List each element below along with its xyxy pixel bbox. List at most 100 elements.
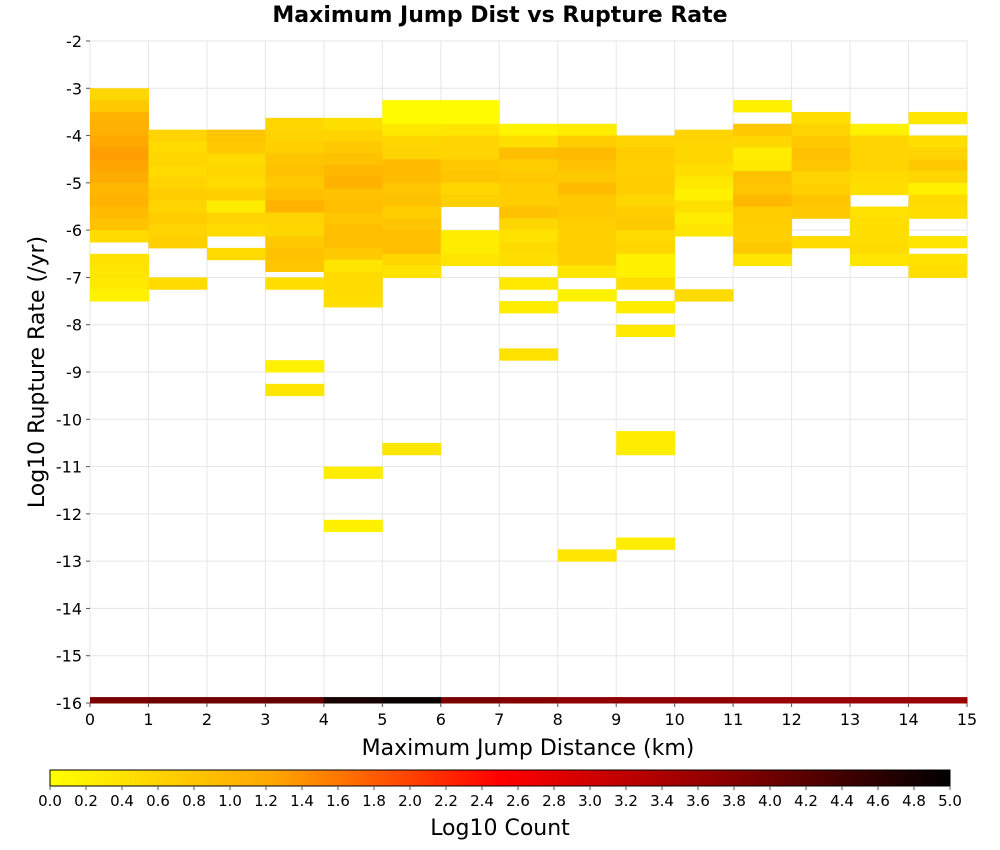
heatmap-cell (440, 111, 500, 125)
colorbar-tick-label: 3.6 (686, 792, 710, 810)
heatmap-cell (557, 171, 617, 184)
heatmap-cell (557, 218, 617, 231)
heatmap-cell (908, 206, 968, 219)
heatmap-cell (323, 271, 383, 284)
heatmap-cell (323, 200, 383, 213)
colorbar-tick-label: 1.2 (254, 792, 278, 810)
heatmap-cell (616, 194, 676, 207)
y-tick-label: -14 (56, 599, 82, 618)
heatmap-cell (206, 697, 266, 704)
heatmap-cell (908, 111, 968, 125)
heatmap-cell (850, 253, 910, 267)
heatmap-cell (733, 123, 793, 137)
colorbar (49, 769, 951, 787)
heatmap-cell (908, 253, 968, 267)
heatmap-cell (733, 135, 793, 148)
heatmap-cell (382, 182, 442, 196)
heatmap-cell (382, 697, 442, 704)
heatmap-cell (148, 141, 208, 154)
heatmap-cells (90, 88, 968, 704)
heatmap-cell (733, 159, 793, 172)
heatmap-cell (323, 188, 383, 202)
y-tick-label: -8 (66, 316, 82, 335)
x-tick-label: 4 (319, 710, 329, 729)
heatmap-cell (90, 230, 149, 243)
colorbar-tick-label: 2.6 (506, 792, 530, 810)
colorbar-tick-label: 4.2 (794, 792, 818, 810)
heatmap-cell (148, 236, 208, 249)
colorbar-tick-label: 0.4 (110, 792, 134, 810)
heatmap-cell (616, 159, 676, 172)
heatmap-cell (382, 230, 442, 243)
colorbar-tick-label: 2.8 (542, 792, 566, 810)
x-tick-label: 1 (143, 710, 153, 729)
heatmap-cell (674, 212, 734, 225)
heatmap-cell (850, 230, 910, 243)
x-tick-label: 7 (494, 710, 504, 729)
heatmap-cell (908, 135, 968, 148)
heatmap-cell (674, 697, 734, 704)
heatmap-cell (148, 277, 208, 290)
heatmap-cell (440, 253, 500, 267)
heatmap-cell (440, 697, 500, 704)
heatmap-cell (557, 241, 617, 255)
heatmap-cell (90, 194, 149, 207)
heatmap-cell (674, 129, 734, 142)
heatmap-cell (206, 165, 266, 178)
colorbar-tick-label: 0.8 (182, 792, 206, 810)
heatmap-cell (265, 188, 325, 202)
heatmap-cell (791, 135, 851, 148)
heatmap-cell (90, 159, 149, 172)
heatmap-cell (791, 697, 851, 704)
heatmap-cell (674, 165, 734, 178)
heatmap-cell (148, 176, 208, 190)
heatmap-cell (206, 224, 266, 237)
heatmap-cell (616, 431, 676, 444)
heatmap-cell (382, 265, 442, 278)
heatmap-cell (323, 117, 383, 131)
heatmap-cell (908, 194, 968, 207)
heatmap-cell (323, 176, 383, 190)
heatmap-cell (850, 697, 910, 704)
heatmap-cell (382, 111, 442, 125)
heatmap-cell (90, 147, 149, 160)
heatmap-cell (499, 218, 559, 231)
heatmap-cell (323, 283, 383, 296)
colorbar-tick-label: 3.0 (578, 792, 602, 810)
heatmap-cell (499, 123, 559, 137)
heatmap-cell (265, 141, 325, 154)
x-axis-label: Maximum Jump Distance (km) (362, 736, 695, 761)
heatmap-cell (90, 111, 149, 125)
heatmap-cell (323, 153, 383, 166)
colorbar-ticks: 0.0 0.2 0.4 0.6 0.8 1.0 1.2 1.4 1.6 1.8 2.0 2.2 2.4 2… (38, 786, 962, 810)
x-tick-label: 13 (840, 710, 860, 729)
x-tick-label: 10 (664, 710, 684, 729)
heatmap-cell (850, 182, 910, 196)
heatmap-cell (674, 176, 734, 190)
colorbar-tick-label: 0.2 (74, 792, 98, 810)
colorbar-tick-label: 5.0 (938, 792, 962, 810)
y-tick-label: -6 (66, 221, 82, 240)
heatmap-cell (616, 301, 676, 314)
heatmap-cell (791, 206, 851, 219)
colorbar-tick-label: 2.2 (434, 792, 458, 810)
colorbar-label: Log10 Count (430, 816, 570, 841)
heatmap-cell (850, 147, 910, 160)
y-tick-label: -13 (56, 552, 82, 571)
heatmap-cell (557, 135, 617, 148)
heatmap-cell (206, 141, 266, 154)
heatmap-cell (557, 289, 617, 302)
x-tick-label: 5 (377, 710, 387, 729)
heatmap-cell (323, 165, 383, 178)
x-tick-label: 12 (781, 710, 801, 729)
x-axis-ticks: 0 1 2 3 4 5 6 7 8 9 10 11 12 13 14 15 (85, 703, 977, 729)
heatmap-cell (206, 200, 266, 213)
heatmap-cell (148, 697, 208, 704)
x-tick-label: 8 (553, 710, 563, 729)
heatmap-cell (265, 259, 325, 273)
heatmap-cell (90, 182, 149, 196)
heatmap-cell (323, 212, 383, 225)
heatmap-cell (616, 537, 676, 550)
heatmap-cell (440, 182, 500, 196)
